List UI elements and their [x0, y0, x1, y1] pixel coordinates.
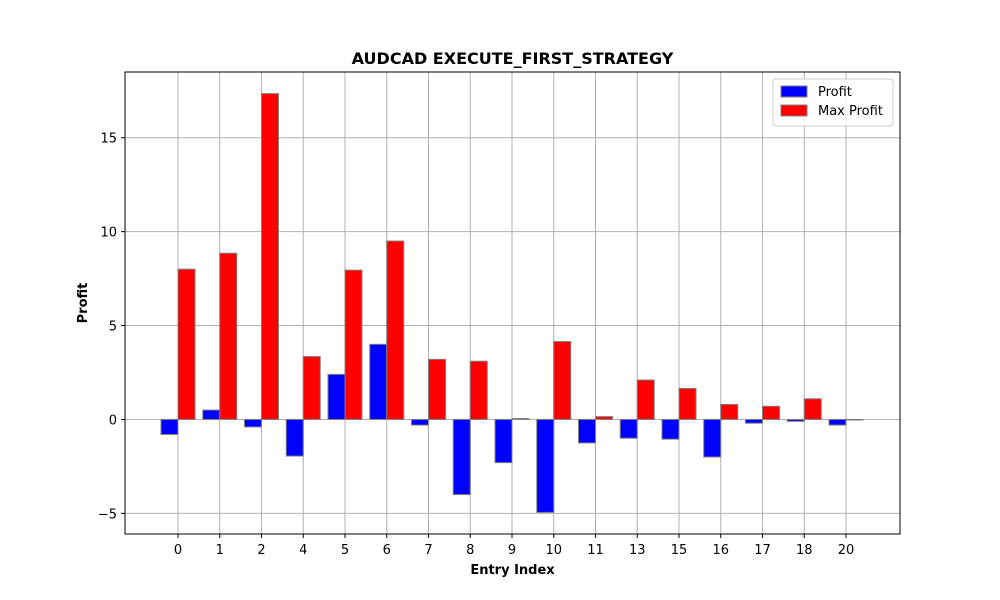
bar-max-profit	[595, 416, 613, 420]
x-tick-label: 1	[216, 543, 224, 558]
x-tick-label: 4	[299, 543, 307, 558]
bar-max-profit	[845, 418, 864, 421]
x-tick-label: 18	[796, 543, 813, 558]
bar-max-profit	[678, 387, 697, 420]
x-tick-label: 7	[424, 543, 432, 558]
legend-swatch-profit	[780, 85, 808, 98]
bar-profit	[786, 418, 805, 422]
x-tick-label: 20	[838, 543, 855, 558]
bar-max-profit	[302, 356, 321, 420]
bar-max-profit	[386, 240, 405, 420]
bar-profit	[619, 418, 638, 439]
bar-profit	[578, 418, 596, 444]
y-ticks: −5 0 5 10 15	[98, 132, 125, 522]
bar-max-profit	[720, 403, 739, 420]
bar-max-profit	[636, 379, 655, 420]
x-ticks: 0 1 2 4 5 6 7 8 9 10 11 13 15 16 17 18 20	[174, 534, 854, 558]
y-tick-label: 15	[100, 132, 117, 147]
x-tick-label: 10	[545, 543, 562, 558]
legend-swatch-max-profit	[780, 104, 808, 117]
chart-title: AUDCAD EXECUTE_FIRST_STRATEGY	[352, 49, 674, 68]
x-axis-title: Entry Index	[470, 563, 555, 578]
bar-max-profit	[219, 252, 238, 420]
bar-profit	[703, 418, 722, 458]
bar-profit	[494, 418, 513, 464]
bar-profit	[160, 418, 179, 435]
x-tick-label: 16	[712, 543, 729, 558]
bar-max-profit	[177, 268, 196, 420]
x-tick-label: 11	[587, 543, 604, 558]
bar-profit	[285, 418, 304, 457]
bar-profit	[202, 409, 221, 420]
bar-profit	[244, 418, 262, 428]
x-tick-label: 2	[257, 543, 265, 558]
x-tick-label: 5	[341, 543, 349, 558]
bar-max-profit	[803, 398, 822, 420]
y-tick-label: 10	[100, 226, 117, 241]
bar-max-profit	[344, 269, 363, 420]
bar-max-profit	[511, 418, 530, 420]
y-tick-label: 0	[109, 413, 117, 428]
grid	[125, 72, 900, 534]
bar-profit	[661, 418, 680, 440]
y-tick-label: 5	[109, 320, 117, 335]
bar-max-profit	[261, 93, 279, 420]
x-tick-label: 9	[508, 543, 516, 558]
y-tick-label: −5	[98, 507, 117, 522]
y-axis-title: Profit	[76, 283, 91, 324]
legend-label-profit: Profit	[818, 85, 852, 100]
bar-profit	[745, 418, 763, 424]
x-tick-label: 8	[466, 543, 474, 558]
bar-profit	[369, 343, 388, 420]
x-tick-label: 0	[174, 543, 182, 558]
bar-profit	[327, 373, 346, 420]
bar-max-profit	[469, 360, 488, 420]
bar-profit	[452, 418, 471, 496]
bar-profit	[828, 418, 847, 426]
x-tick-label: 17	[754, 543, 771, 558]
bar-max-profit	[428, 358, 446, 420]
bar-max-profit	[762, 405, 780, 420]
legend: Profit Max Profit	[772, 78, 894, 127]
x-tick-label: 6	[383, 543, 391, 558]
bar-profit	[411, 418, 429, 426]
bars	[160, 93, 864, 513]
x-tick-label: 15	[671, 543, 688, 558]
legend-label-max-profit: Max Profit	[818, 104, 883, 119]
bar-max-profit	[553, 341, 572, 420]
x-tick-label: 13	[629, 543, 646, 558]
bar-profit	[536, 418, 555, 513]
